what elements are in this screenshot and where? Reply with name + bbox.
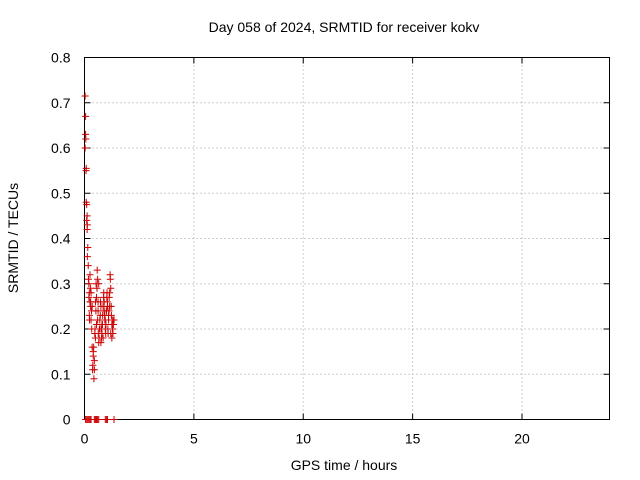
y-tick-label: 0 [63,412,71,428]
data-point [102,307,110,315]
data-point [86,284,94,292]
data-point [90,375,98,383]
data-point [88,302,96,310]
data-point [83,216,91,224]
data-point [108,334,116,342]
plot-frame [84,57,610,420]
data-point [94,307,102,315]
x-tick-label: 20 [514,431,530,447]
x-tick-label: 0 [81,431,89,447]
data-point [107,284,115,292]
data-point [96,325,104,333]
y-axis-label: SRMTID / TECUs [5,183,21,293]
data-point [91,334,99,342]
y-tick-label: 0.7 [51,95,71,111]
data-point [103,416,111,423]
data-point [81,144,89,152]
data-point [106,302,114,310]
data-point [97,339,105,347]
x-tick-label: 10 [295,431,311,447]
y-tick-label: 0.5 [51,185,71,201]
data-point [86,271,94,279]
x-tick-label: 5 [190,431,198,447]
data-point [87,316,95,324]
y-tick-labels: 0 0.1 0.2 0.3 0.4 0.5 0.6 0.7 0.8 [51,50,71,428]
data-point [105,311,113,319]
x-tick-label: 15 [405,431,421,447]
data-point [93,266,101,274]
data-point [81,92,89,100]
grid-lines [84,57,610,420]
y-tick-label: 0.8 [51,50,71,66]
y-tick-label: 0.6 [51,140,71,156]
data-point [93,293,101,301]
data-point [95,280,103,288]
y-tick-label: 0.2 [51,321,71,337]
data-point [99,334,107,342]
data-point [94,316,102,324]
data-points [81,92,118,423]
axis-ticks [84,57,610,420]
data-point [90,357,98,365]
y-tick-label: 0.4 [51,231,71,247]
data-point [95,416,103,423]
data-point [106,275,114,283]
data-point [82,167,90,175]
data-point [93,284,101,292]
x-axis-label: GPS time / hours [291,457,398,473]
y-tick-label: 0.1 [51,366,71,382]
data-point [84,262,92,270]
data-point [107,330,115,338]
data-point [109,320,117,328]
data-point [94,298,102,306]
data-point [82,112,90,120]
data-point [84,244,92,252]
y-tick-label: 0.3 [51,276,71,292]
data-point [101,316,109,324]
data-point [89,361,97,369]
data-point [83,225,91,233]
data-point [103,298,111,306]
data-point [89,348,97,356]
data-point [87,298,95,306]
chart-title: Day 058 of 2024, SRMTID for receiver kok… [209,19,480,35]
data-point [94,275,102,283]
x-tick-labels: 0 5 10 15 20 [81,431,530,447]
data-point [82,198,90,206]
data-point [82,130,90,138]
data-point [106,289,114,297]
data-point [110,416,118,423]
data-point [85,289,93,297]
data-point [98,320,106,328]
data-point [83,253,91,261]
data-point [85,280,93,288]
data-point [110,316,118,324]
data-point [90,366,98,374]
